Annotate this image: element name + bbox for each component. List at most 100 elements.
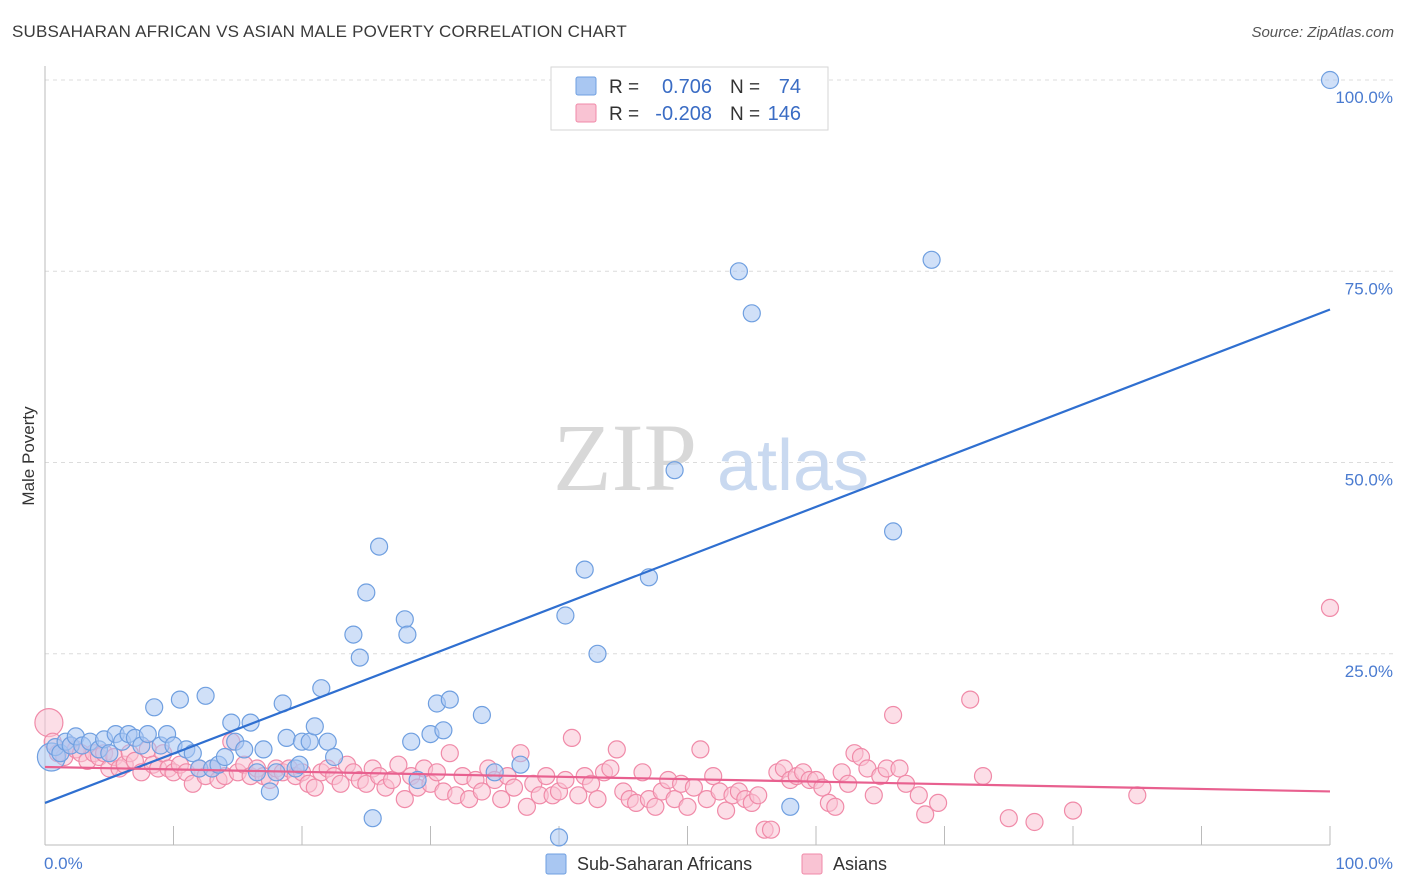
point-sub-saharan-17 [145,698,164,717]
point-asian-128 [838,774,858,793]
point-asian-98 [646,797,665,816]
y-tick-label-1: 50.0% [1345,471,1393,490]
chart-title: SUBSAHARAN AFRICAN VS ASIAN MALE POVERTY… [12,22,627,41]
series-sub-saharan-africans [36,70,1340,847]
point-sub-saharan-10 [100,744,119,763]
watermark-zip: ZIP [553,404,697,511]
y-tick-label-2: 75.0% [1345,279,1393,298]
point-sub-saharan-16 [138,724,157,744]
point-asian-132 [864,786,883,805]
stats-legend: R = 0.706 N = 74 R = -0.208 N = 146 [550,66,829,131]
point-sub-saharan-25 [196,686,215,705]
point-sub-saharan-31 [235,740,254,759]
stats-n-value-blue: 74 [779,76,801,98]
point-sub-saharan-54 [402,732,421,751]
stats-n-label-blue: N = [730,77,760,98]
point-asian-124 [813,778,832,797]
x-tick-label-right: 100.0% [1335,854,1393,873]
legend-swatch-asians [801,853,823,875]
point-sub-saharan-42 [300,732,319,751]
legend-swatch-sub-saharan [545,853,567,875]
point-sub-saharan-35 [260,782,279,801]
point-asian-59 [395,789,414,809]
point-sub-saharan-28 [215,747,234,767]
stats-legend-box [550,66,829,131]
point-sub-saharan-34 [254,740,273,759]
point-sub-saharan-70 [742,304,761,323]
series-layer [34,70,1340,847]
trend-line-sub-saharan [44,308,1331,804]
point-asian-144 [1063,801,1083,820]
point-asian-66 [440,744,459,763]
point-asian-84 [556,770,575,790]
gridlines [45,79,1395,655]
point-asian-143 [1025,812,1044,832]
point-sub-saharan-45 [318,732,337,751]
trend-line-asians [44,765,1331,793]
point-sub-saharan-68 [665,461,684,480]
point-sub-saharan-74 [1320,70,1340,90]
tick-labels: 25.0% 50.0% 75.0% 100.0% 0.0% 100.0% [44,88,1393,873]
legend-label-asians: Asians [833,854,887,874]
y-tick-label-3: 100.0% [1335,88,1393,107]
point-asian-96 [633,763,652,782]
point-asian-103 [678,797,697,816]
point-sub-saharan-72 [883,522,903,541]
stats-r-label-pink: R = [609,104,639,125]
point-sub-saharan-38 [277,728,296,748]
point-sub-saharan-48 [350,648,369,667]
point-sub-saharan-51 [370,537,389,556]
point-asian-45 [305,778,324,797]
y-tick-label-0: 25.0% [1345,662,1393,681]
point-sub-saharan-33 [247,763,267,782]
point-asian-116 [761,820,781,839]
point-asian-64 [427,763,446,782]
legend-label-sub-saharan: Sub-Saharan Africans [577,854,752,874]
point-asian-88 [581,774,601,793]
stats-n-label-pink: N = [730,104,760,125]
point-asian-109 [716,801,736,820]
point-asian-92 [607,740,626,759]
point-asian-146 [1320,598,1340,618]
point-sub-saharan-64 [556,606,575,625]
point-asian-85 [562,728,582,748]
point-sub-saharan-60 [472,705,491,725]
stats-n-value-pink: 146 [768,103,801,125]
point-asian-141 [961,690,980,709]
point-asian-114 [749,786,768,805]
point-asian-78 [517,797,537,816]
point-sub-saharan-71 [781,797,800,816]
trend-layer [44,308,1331,804]
point-sub-saharan-32 [241,713,260,732]
point-asian-126 [826,797,845,816]
point-sub-saharan-66 [588,644,607,663]
watermark: ZIP atlas [553,404,869,511]
point-sub-saharan-58 [434,721,453,740]
stats-r-label-blue: R = [609,77,639,98]
point-sub-saharan-46 [325,747,344,767]
point-asian-49 [331,774,350,793]
point-asian-105 [691,740,710,759]
point-sub-saharan-50 [363,809,382,828]
point-sub-saharan-53 [398,625,417,644]
point-sub-saharan-62 [511,755,530,774]
point-asian-71 [472,782,491,801]
point-sub-saharan-52 [395,610,414,629]
stats-legend-swatch-blue [575,76,597,96]
point-sub-saharan-55 [408,770,427,790]
x-tick-label-left: 0.0% [44,854,83,873]
point-sub-saharan-49 [357,583,376,602]
point-asian-136 [890,759,909,778]
point-asian-135 [883,705,903,725]
stats-r-value-pink: -0.208 [655,103,712,125]
point-asian-86 [569,786,588,805]
point-asian-107 [704,766,723,786]
series-legend: Sub-Saharan Africans Asians [545,853,887,875]
point-asian-57 [382,770,402,790]
point-sub-saharan-69 [729,262,749,281]
point-asian-139 [928,793,948,813]
chart-source: Source: ZipAtlas.com [1251,24,1394,41]
point-asian-0 [34,707,64,738]
point-asian-145 [1128,786,1147,805]
point-asian-140 [973,766,993,786]
